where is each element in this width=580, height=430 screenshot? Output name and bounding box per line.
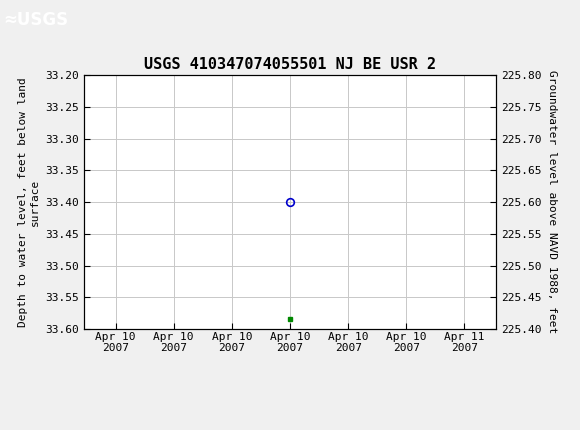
Text: ≈USGS: ≈USGS bbox=[3, 11, 68, 29]
Y-axis label: Depth to water level, feet below land
surface: Depth to water level, feet below land su… bbox=[19, 77, 40, 327]
Text: USGS 410347074055501 NJ BE USR 2: USGS 410347074055501 NJ BE USR 2 bbox=[144, 57, 436, 72]
Y-axis label: Groundwater level above NAVD 1988, feet: Groundwater level above NAVD 1988, feet bbox=[547, 71, 557, 334]
